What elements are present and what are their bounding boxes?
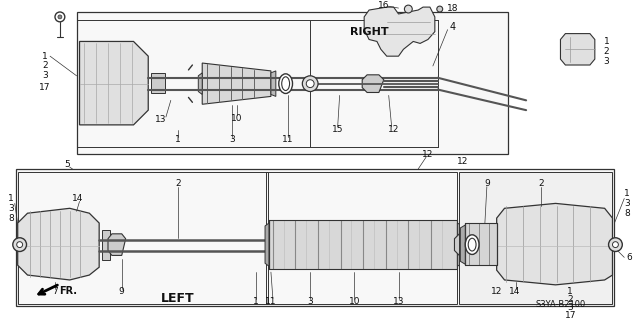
Text: 10: 10	[349, 297, 360, 306]
Text: 1: 1	[604, 37, 609, 46]
Polygon shape	[198, 73, 202, 94]
Text: 2: 2	[175, 179, 180, 188]
Text: 1: 1	[8, 194, 13, 203]
Text: 3: 3	[8, 204, 13, 213]
Circle shape	[404, 5, 412, 13]
Text: 1: 1	[253, 297, 259, 306]
Text: 12: 12	[388, 125, 399, 134]
Text: 17: 17	[564, 311, 576, 320]
Polygon shape	[18, 208, 99, 280]
Bar	[16, 169, 614, 307]
Ellipse shape	[282, 77, 289, 91]
Text: 14: 14	[72, 194, 83, 203]
Text: 2: 2	[604, 47, 609, 56]
Text: 9: 9	[119, 287, 125, 296]
Circle shape	[609, 238, 622, 252]
Text: 1: 1	[42, 52, 48, 61]
Text: RIGHT: RIGHT	[350, 27, 388, 36]
Circle shape	[58, 15, 62, 19]
Polygon shape	[151, 73, 165, 93]
Ellipse shape	[465, 235, 479, 254]
Text: 6: 6	[627, 253, 632, 262]
Bar	[460, 172, 611, 303]
Text: 1: 1	[625, 189, 630, 198]
Text: 11: 11	[282, 135, 293, 144]
Text: 8: 8	[8, 214, 13, 223]
Text: FR.: FR.	[59, 286, 77, 296]
Text: 3: 3	[568, 303, 573, 312]
Text: 1: 1	[175, 135, 180, 144]
Circle shape	[612, 242, 618, 248]
Polygon shape	[561, 34, 595, 65]
Text: 12: 12	[491, 287, 502, 296]
Polygon shape	[364, 7, 435, 56]
Polygon shape	[265, 223, 269, 266]
Polygon shape	[77, 12, 508, 154]
Circle shape	[17, 242, 22, 248]
Polygon shape	[497, 204, 612, 285]
Polygon shape	[460, 225, 465, 264]
Polygon shape	[108, 234, 125, 255]
Bar	[18, 172, 268, 303]
Text: S3YA-B2100: S3YA-B2100	[536, 300, 586, 309]
Text: 2: 2	[42, 61, 48, 70]
Text: 15: 15	[332, 125, 344, 134]
Text: 17: 17	[40, 83, 51, 92]
Circle shape	[307, 80, 314, 88]
Text: 11: 11	[265, 297, 276, 306]
Polygon shape	[102, 230, 110, 260]
Text: 2: 2	[568, 295, 573, 304]
Text: 13: 13	[393, 297, 404, 306]
Bar	[266, 172, 458, 303]
Text: 18: 18	[447, 4, 458, 12]
Text: 4: 4	[449, 22, 456, 32]
Text: 1: 1	[568, 287, 573, 296]
Polygon shape	[362, 75, 384, 92]
Polygon shape	[458, 223, 462, 266]
Ellipse shape	[279, 74, 292, 93]
Text: 8: 8	[625, 209, 630, 218]
Circle shape	[436, 6, 443, 12]
Text: 9: 9	[484, 179, 490, 188]
Text: 14: 14	[509, 287, 520, 296]
Text: LEFT: LEFT	[161, 292, 195, 305]
Circle shape	[302, 76, 318, 92]
Text: 3: 3	[42, 71, 48, 80]
Text: 3: 3	[625, 199, 630, 208]
Text: 2: 2	[538, 179, 543, 188]
Polygon shape	[465, 223, 497, 265]
Polygon shape	[202, 63, 271, 104]
Text: 12: 12	[456, 157, 468, 166]
Polygon shape	[271, 71, 276, 96]
Text: 10: 10	[231, 114, 243, 123]
Polygon shape	[79, 42, 148, 125]
Ellipse shape	[468, 238, 476, 251]
Text: 3: 3	[604, 57, 609, 66]
Text: 3: 3	[307, 297, 313, 306]
Text: 12: 12	[422, 150, 434, 159]
Text: 7: 7	[52, 287, 58, 296]
Text: 16: 16	[378, 1, 390, 10]
Polygon shape	[454, 234, 474, 255]
Text: 3: 3	[228, 135, 234, 144]
Circle shape	[55, 12, 65, 22]
Text: 5: 5	[64, 160, 70, 169]
Circle shape	[13, 238, 26, 252]
Text: 13: 13	[156, 116, 167, 124]
Polygon shape	[269, 220, 458, 269]
